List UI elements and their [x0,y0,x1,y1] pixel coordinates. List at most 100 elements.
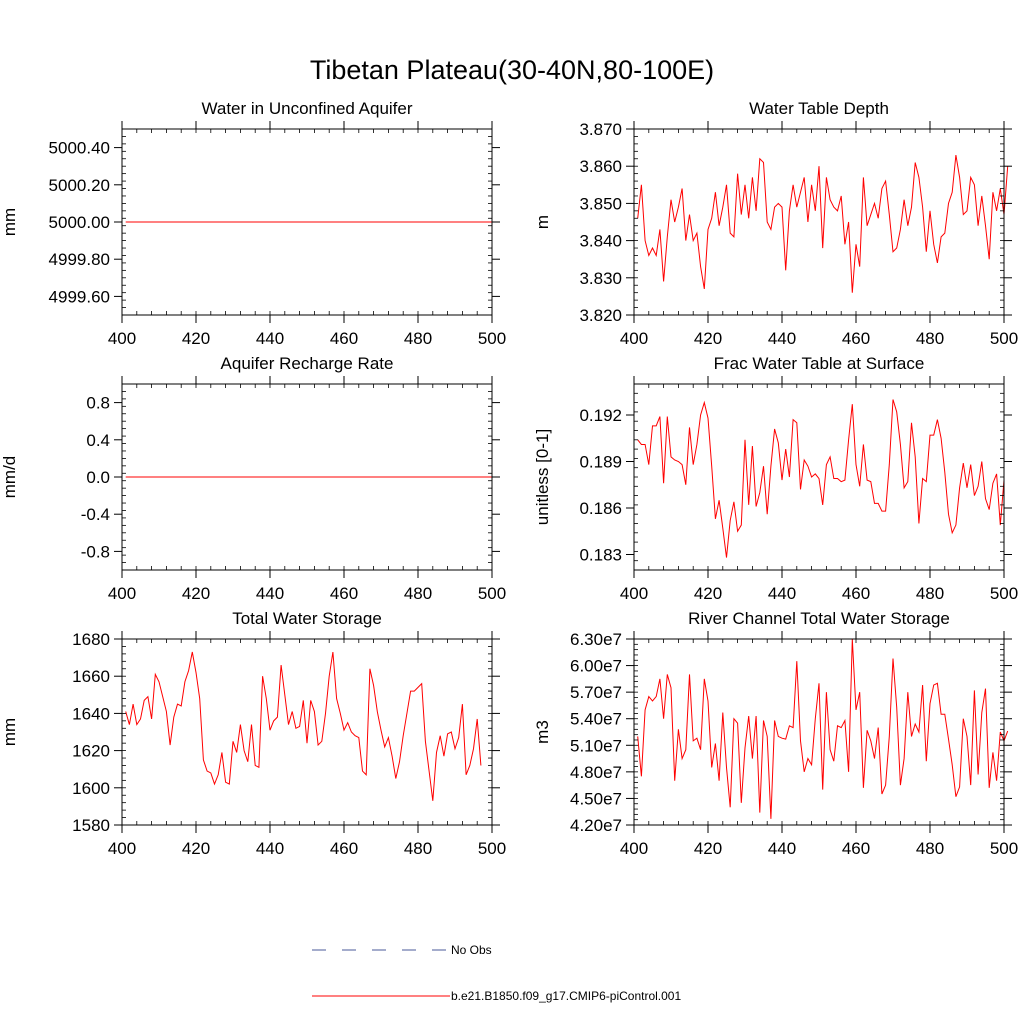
x-tick-label: 460 [330,584,358,603]
y-tick-label: 4.80e7 [570,763,622,782]
y-tick-label: 0.192 [579,406,622,425]
x-tick-label: 500 [478,329,506,348]
x-tick-label: 400 [108,584,136,603]
y-tick-label: 3.850 [579,194,622,213]
y-tick-label: 4999.80 [49,250,110,269]
x-tick-label: 420 [182,839,210,858]
y-tick-label: 0.183 [579,546,622,565]
y-axis-label: mm [0,208,19,236]
x-tick-label: 480 [404,839,432,858]
plot-frame [633,638,1005,826]
x-tick-label: 440 [256,584,284,603]
y-tick-label: 4.20e7 [570,816,622,835]
panels: 400 420 440 460 480 500 4999.60 4999.80 5000.00 5… [0,99,1018,858]
legend-obs-label: No Obs [451,943,492,957]
x-tick-label: 440 [256,329,284,348]
x-tick-label: 460 [842,329,870,348]
x-tick-label: 440 [768,329,796,348]
x-tick-label: 480 [404,329,432,348]
y-tick-label: 0.8 [86,394,110,413]
series-line [637,399,1005,558]
x-tick-label: 420 [182,329,210,348]
y-axis-label: mm/d [0,456,19,499]
panel-title: Water in Unconfined Aquifer [201,99,412,118]
x-tick-label: 500 [478,584,506,603]
x-tick-label: 440 [768,839,796,858]
y-tick-label: 4999.60 [49,287,110,306]
plot-frame [121,638,493,826]
x-tick-label: 440 [768,584,796,603]
panel-water-table-depth: 400 420 440 460 480 500 3.820 3.830 3.840 3.850 3.… [533,99,1018,348]
panel-title: Water Table Depth [749,99,889,118]
x-tick-label: 420 [182,584,210,603]
panel-water-unconfined-aquifer: 400 420 440 460 480 500 4999.60 4999.80 5000.00 5… [0,99,506,348]
panel-total-water-storage: 400 420 440 460 480 500 1580 1600 1620 1640 1660 16… [0,609,506,858]
y-tick-label: -0.8 [81,542,110,561]
y-tick-label: 3.860 [579,157,622,176]
panel-title: River Channel Total Water Storage [688,609,950,628]
y-tick-label: 5.70e7 [570,683,622,702]
y-tick-label: 1640 [72,704,110,723]
y-tick-label: 5.40e7 [570,710,622,729]
x-tick-label: 400 [108,839,136,858]
y-axis-label: m [533,215,552,229]
y-tick-label: 6.30e7 [570,630,622,649]
plot-frame [633,128,1005,316]
x-tick-label: 500 [990,329,1018,348]
x-tick-label: 500 [990,584,1018,603]
x-tick-label: 500 [990,839,1018,858]
y-tick-label: 6.00e7 [570,657,622,676]
series-line [125,651,482,801]
x-tick-label: 480 [916,329,944,348]
y-axis-label: m3 [533,720,552,744]
y-tick-label: 3.840 [579,232,622,251]
panel-title: Frac Water Table at Surface [714,354,925,373]
y-tick-label: 1580 [72,816,110,835]
x-tick-label: 400 [620,329,648,348]
x-tick-label: 440 [256,839,284,858]
y-tick-label: 0.186 [579,499,622,518]
x-tick-label: 420 [694,584,722,603]
y-tick-label: -0.4 [81,505,110,524]
y-tick-label: 5000.20 [49,176,110,195]
y-tick-label: 3.830 [579,269,622,288]
y-tick-label: 0.0 [86,468,110,487]
x-tick-label: 480 [916,839,944,858]
series-line [637,638,1009,819]
y-tick-label: 5000.00 [49,213,110,232]
y-tick-label: 0.189 [579,453,622,472]
x-tick-label: 400 [620,839,648,858]
y-tick-label: 3.870 [579,120,622,139]
series-line [637,154,1009,293]
y-tick-label: 1620 [72,742,110,761]
y-tick-label: 3.820 [579,306,622,325]
x-tick-label: 420 [694,329,722,348]
figure-title: Tibetan Plateau(30-40N,80-100E) [310,55,714,85]
y-tick-label: 5.10e7 [570,736,622,755]
legend: No Obs b.e21.B1850.f09_g17.CMIP6-piContr… [312,943,681,1003]
plot-frame [633,383,1005,571]
x-tick-label: 480 [916,584,944,603]
y-axis-label: mm [0,718,19,746]
panel-frac-water-table-surface: 400 420 440 460 480 500 0.183 0.186 0.189 0.192 Fr… [533,354,1018,603]
y-tick-label: 5000.40 [49,139,110,158]
y-tick-label: 1660 [72,667,110,686]
x-tick-label: 480 [404,584,432,603]
x-tick-label: 460 [330,329,358,348]
x-tick-label: 400 [108,329,136,348]
x-tick-label: 460 [842,584,870,603]
panel-title: Total Water Storage [232,609,382,628]
y-tick-label: 1680 [72,630,110,649]
x-tick-label: 420 [694,839,722,858]
x-tick-label: 400 [620,584,648,603]
y-tick-label: 4.50e7 [570,789,622,808]
x-tick-label: 460 [842,839,870,858]
x-tick-label: 500 [478,839,506,858]
legend-model-label: b.e21.B1850.f09_g17.CMIP6-piControl.001 [451,989,681,1003]
panel-river-channel-storage: 400 420 440 460 480 500 4.20e7 4.50e7 4.80e7 5.10… [533,609,1018,858]
y-axis-label: unitless [0-1] [533,429,552,525]
y-tick-label: 1600 [72,779,110,798]
y-tick-label: 0.4 [86,431,110,450]
panel-aquifer-recharge-rate: 400 420 440 460 480 500 -0.8 -0.4 0.0 0.4 0.8 Aquif… [0,354,506,603]
